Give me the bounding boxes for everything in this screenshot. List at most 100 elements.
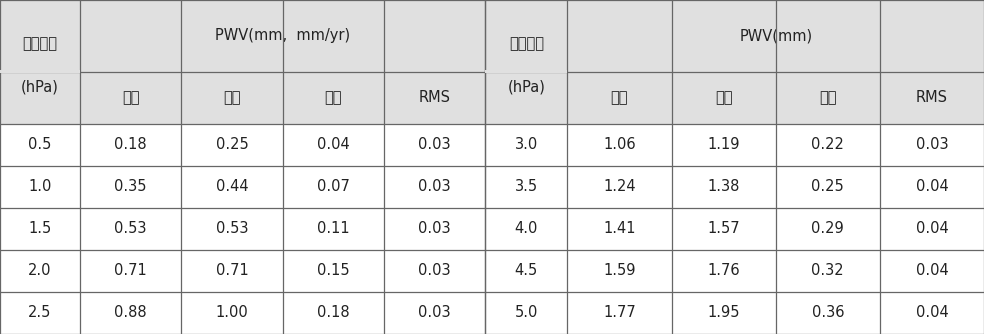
- Text: 0.03: 0.03: [418, 179, 451, 194]
- Text: 3.5: 3.5: [515, 179, 538, 194]
- Bar: [880, 124, 984, 166]
- Text: 0.15: 0.15: [317, 264, 349, 278]
- Bar: [181, 208, 282, 250]
- Text: 0.04: 0.04: [915, 306, 949, 320]
- Bar: [181, 72, 282, 124]
- Text: 0.44: 0.44: [215, 179, 248, 194]
- Text: 1.41: 1.41: [603, 221, 636, 236]
- Bar: [568, 72, 671, 124]
- Text: 0.04: 0.04: [915, 221, 949, 236]
- Bar: [282, 250, 384, 292]
- Bar: [282, 208, 384, 250]
- Bar: [282, 72, 384, 124]
- Text: 0.07: 0.07: [317, 179, 349, 194]
- Bar: [485, 208, 568, 250]
- Bar: [0, 292, 80, 334]
- Bar: [384, 292, 485, 334]
- Text: 0.35: 0.35: [114, 179, 147, 194]
- Bar: [568, 166, 671, 208]
- Bar: [181, 124, 282, 166]
- Bar: [485, 70, 568, 73]
- Bar: [880, 292, 984, 334]
- Bar: [671, 124, 775, 166]
- Bar: [181, 166, 282, 208]
- Text: 0.04: 0.04: [317, 137, 349, 152]
- Text: 1.24: 1.24: [603, 179, 636, 194]
- Bar: [282, 124, 384, 166]
- Bar: [80, 208, 181, 250]
- Text: 0.04: 0.04: [915, 264, 949, 278]
- Text: 1.77: 1.77: [603, 306, 636, 320]
- Text: 0.04: 0.04: [915, 179, 949, 194]
- Bar: [384, 72, 485, 124]
- Text: 0.03: 0.03: [418, 221, 451, 236]
- Text: 3.0: 3.0: [515, 137, 538, 152]
- Bar: [880, 72, 984, 124]
- Bar: [568, 250, 671, 292]
- Text: 최대: 최대: [715, 90, 732, 105]
- Text: 최대: 최대: [223, 90, 241, 105]
- Bar: [485, 124, 568, 166]
- Text: 0.29: 0.29: [812, 221, 844, 236]
- Text: 평균: 평균: [611, 90, 628, 105]
- Bar: [775, 72, 880, 124]
- Bar: [282, 292, 384, 334]
- Text: 0.53: 0.53: [215, 221, 248, 236]
- Text: 2.5: 2.5: [29, 306, 52, 320]
- Bar: [775, 124, 880, 166]
- Bar: [485, 292, 568, 334]
- Bar: [568, 0, 984, 72]
- Text: 0.18: 0.18: [114, 137, 147, 152]
- Bar: [671, 166, 775, 208]
- Bar: [568, 208, 671, 250]
- Text: 1.57: 1.57: [707, 221, 740, 236]
- Bar: [80, 72, 181, 124]
- Text: 2.0: 2.0: [29, 264, 52, 278]
- Text: 0.88: 0.88: [114, 306, 147, 320]
- Bar: [181, 250, 282, 292]
- Text: 0.5: 0.5: [29, 137, 52, 152]
- Bar: [671, 72, 775, 124]
- Text: 1.19: 1.19: [707, 137, 740, 152]
- Text: 0.18: 0.18: [317, 306, 349, 320]
- Text: 0.03: 0.03: [916, 137, 949, 152]
- Bar: [880, 166, 984, 208]
- Text: 1.00: 1.00: [215, 306, 248, 320]
- Bar: [880, 250, 984, 292]
- Text: PWV(mm,  mm/yr): PWV(mm, mm/yr): [215, 28, 350, 43]
- Text: 0.53: 0.53: [114, 221, 147, 236]
- Text: 0.03: 0.03: [418, 306, 451, 320]
- Bar: [80, 292, 181, 334]
- Text: 0.25: 0.25: [812, 179, 844, 194]
- Bar: [384, 124, 485, 166]
- Bar: [0, 70, 80, 73]
- Bar: [181, 292, 282, 334]
- Bar: [80, 166, 181, 208]
- Bar: [568, 292, 671, 334]
- Bar: [485, 0, 568, 124]
- Bar: [0, 0, 80, 124]
- Text: 5.0: 5.0: [515, 306, 538, 320]
- Bar: [0, 124, 80, 166]
- Bar: [80, 124, 181, 166]
- Text: 4.5: 4.5: [515, 264, 538, 278]
- Bar: [568, 124, 671, 166]
- Text: 1.06: 1.06: [603, 137, 636, 152]
- Bar: [775, 250, 880, 292]
- Bar: [671, 250, 775, 292]
- Bar: [80, 250, 181, 292]
- Text: 0.03: 0.03: [418, 264, 451, 278]
- Text: PWV(mm): PWV(mm): [739, 28, 812, 43]
- Text: 기압변화: 기압변화: [509, 36, 544, 51]
- Bar: [384, 166, 485, 208]
- Text: 1.0: 1.0: [29, 179, 52, 194]
- Bar: [282, 166, 384, 208]
- Text: 1.59: 1.59: [603, 264, 636, 278]
- Text: 0.11: 0.11: [317, 221, 349, 236]
- Text: 1.76: 1.76: [707, 264, 740, 278]
- Text: 0.71: 0.71: [215, 264, 248, 278]
- Text: 1.38: 1.38: [707, 179, 740, 194]
- Text: RMS: RMS: [418, 90, 451, 105]
- Text: 속도: 속도: [819, 90, 836, 105]
- Text: 0.03: 0.03: [418, 137, 451, 152]
